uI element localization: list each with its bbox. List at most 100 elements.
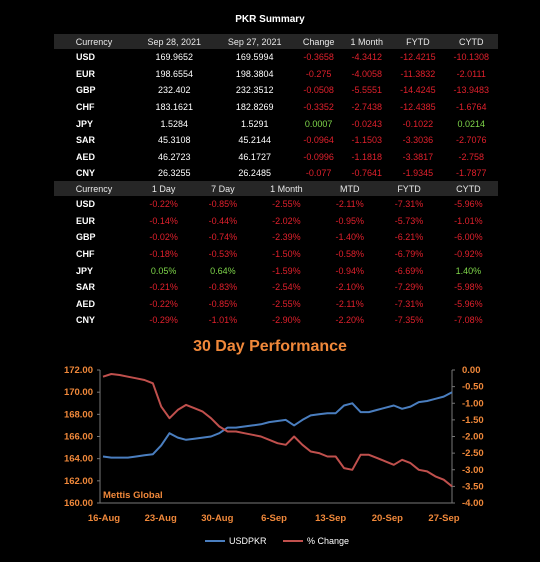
column-header: 7 Day	[193, 181, 253, 196]
column-header: FYTD	[391, 34, 445, 49]
table-row: AED 46.2723 46.1727 -0.0996 -1.1818 -3.3817 -2…	[54, 149, 498, 166]
value-cell: 26.3255	[157, 168, 191, 179]
value-cell: 1.5284	[160, 118, 188, 129]
value-cell: 182.8269	[235, 102, 274, 113]
currency-cell: EUR	[76, 68, 96, 79]
value-cell: -7.29%	[394, 282, 424, 293]
legend-label: USDPKR	[229, 536, 267, 546]
value-cell: -0.275	[305, 68, 332, 79]
value-cell: -0.22%	[149, 298, 178, 309]
y-right-tick-label: -3.50	[462, 481, 484, 492]
value-cell: -12.4215	[400, 52, 436, 63]
value-cell: -0.74%	[208, 232, 238, 243]
value-cell: -0.44%	[208, 215, 238, 226]
y-left-tick-label: 160.00	[64, 498, 93, 509]
column-header: CYTD	[444, 34, 498, 49]
value-cell: 198.3804	[235, 68, 274, 79]
legend-label: % Change	[307, 536, 349, 546]
value-cell: -5.73%	[394, 215, 424, 226]
value-cell: 169.9652	[155, 52, 193, 63]
value-cell: -1.40%	[335, 232, 365, 243]
value-cell: -5.96%	[454, 298, 483, 309]
summary-title: PKR Summary	[235, 14, 305, 25]
column-header: Currency	[54, 181, 134, 196]
value-cell: -0.1022	[402, 118, 434, 129]
currency-cell: CHF	[76, 102, 95, 113]
y-left-tick-label: 166.00	[64, 432, 93, 443]
value-cell: -1.01%	[208, 315, 238, 326]
value-cell: 26.2485	[238, 168, 271, 179]
watermark: Mettis Global	[103, 490, 163, 501]
value-cell: -1.59%	[272, 265, 301, 276]
y-right-tick-label: -3.00	[462, 465, 484, 476]
currency-cell: SAR	[76, 282, 96, 293]
table-header-row: Currency Sep 28, 2021 Sep 27, 2021 Change 1 …	[54, 34, 498, 49]
currency-cell: JPY	[76, 265, 94, 276]
table-row: CHF -0.18% -0.53% -1.50% -0.58% -6.79% -0.92%	[54, 246, 498, 263]
x-tick-label: 30-Aug	[201, 513, 233, 524]
value-cell: -1.9345	[402, 168, 434, 179]
table-row: USD -0.22% -0.85% -2.55% -2.11% -7.31% -5.96%	[54, 196, 498, 213]
value-cell: 232.3512	[235, 85, 274, 96]
column-header: Sep 28, 2021	[134, 34, 215, 49]
value-cell: 198.6554	[155, 68, 193, 79]
value-cell: -0.58%	[335, 249, 365, 260]
currency-cell: USD	[76, 199, 96, 210]
x-tick-label: 13-Sep	[315, 513, 346, 524]
value-cell: -2.02%	[272, 215, 301, 226]
table-row: CNY -0.29% -1.01% -2.90% -2.20% -7.35% -7.08%	[54, 312, 498, 329]
value-cell: -2.20%	[335, 315, 365, 326]
value-cell: -0.0996	[303, 151, 334, 162]
value-cell: 183.1621	[155, 102, 193, 113]
table-row: SAR -0.21% -0.83% -2.54% -2.10% -7.29% -5.98%	[54, 279, 498, 296]
series-line-percent-change	[102, 373, 453, 488]
table-row: GBP -0.02% -0.74% -2.39% -1.40% -6.21% -6.00%	[54, 229, 498, 246]
table-row: GBP 232.402 232.3512 -0.0508 -5.5551 -14.4245…	[54, 82, 498, 99]
currency-cell: CNY	[76, 168, 96, 179]
performance-chart: 160.00 162.00 164.00 166.00 168.00 170.00 172.…	[64, 365, 484, 546]
value-cell: -0.95%	[335, 215, 365, 226]
value-cell: 45.2144	[238, 135, 271, 146]
value-cell: -13.9483	[453, 85, 490, 96]
value-cell: -1.7877	[456, 168, 487, 179]
value-cell: -2.0111	[456, 68, 486, 79]
x-tick-label: 16-Aug	[88, 513, 120, 524]
value-cell: -0.0508	[303, 85, 334, 96]
table-row: SAR 45.3108 45.2144 -0.0964 -1.1503 -3.3036 -2…	[54, 132, 498, 149]
value-cell: -2.7438	[351, 102, 383, 113]
value-cell: -2.11%	[335, 298, 364, 309]
value-cell: -2.758	[458, 151, 485, 162]
table-row: CHF 183.1621 182.8269 -0.3352 -2.7438 -12.438…	[54, 99, 498, 116]
table-row: EUR 198.6554 198.3804 -0.275 -4.0058 -11.3832…	[54, 66, 498, 83]
value-cell: -0.14%	[149, 215, 178, 226]
y-right-tick-label: -4.00	[462, 498, 484, 509]
currency-cell: JPY	[76, 118, 94, 129]
currency-cell: SAR	[76, 135, 96, 146]
y-left-tick-label: 164.00	[64, 454, 93, 465]
value-cell: -10.1308	[453, 52, 490, 63]
table-row: AED -0.22% -0.85% -2.55% -2.11% -7.31% -5.96%	[54, 296, 498, 313]
currency-cell: AED	[76, 151, 96, 162]
value-cell: -0.22%	[149, 199, 178, 210]
column-header: Sep 27, 2021	[214, 34, 295, 49]
currency-cell: CNY	[76, 315, 96, 326]
value-cell: -11.3832	[400, 68, 436, 79]
value-cell: -6.69%	[394, 265, 424, 276]
table-row: EUR -0.14% -0.44% -2.02% -0.95% -5.73% -1.01%	[54, 213, 498, 230]
value-cell: 169.5994	[235, 52, 274, 63]
value-cell: -2.55%	[272, 199, 301, 210]
column-header: MTD	[320, 181, 380, 196]
table-row: CNY 26.3255 26.2485 -0.077 -0.7641 -1.9345 -1.…	[54, 165, 498, 182]
value-cell: -1.6764	[456, 102, 487, 113]
value-cell: -3.3036	[402, 135, 434, 146]
value-cell: -7.31%	[394, 298, 424, 309]
value-cell: -2.39%	[272, 232, 301, 243]
value-cell: -0.0964	[303, 135, 334, 146]
value-cell: -12.4385	[400, 102, 436, 113]
column-header: 1 Day	[134, 181, 194, 196]
value-cell: -0.53%	[208, 249, 238, 260]
x-tick-label: 6-Sep	[261, 513, 287, 524]
y-left-tick-label: 162.00	[64, 476, 93, 487]
value-cell: 0.05%	[150, 265, 177, 276]
